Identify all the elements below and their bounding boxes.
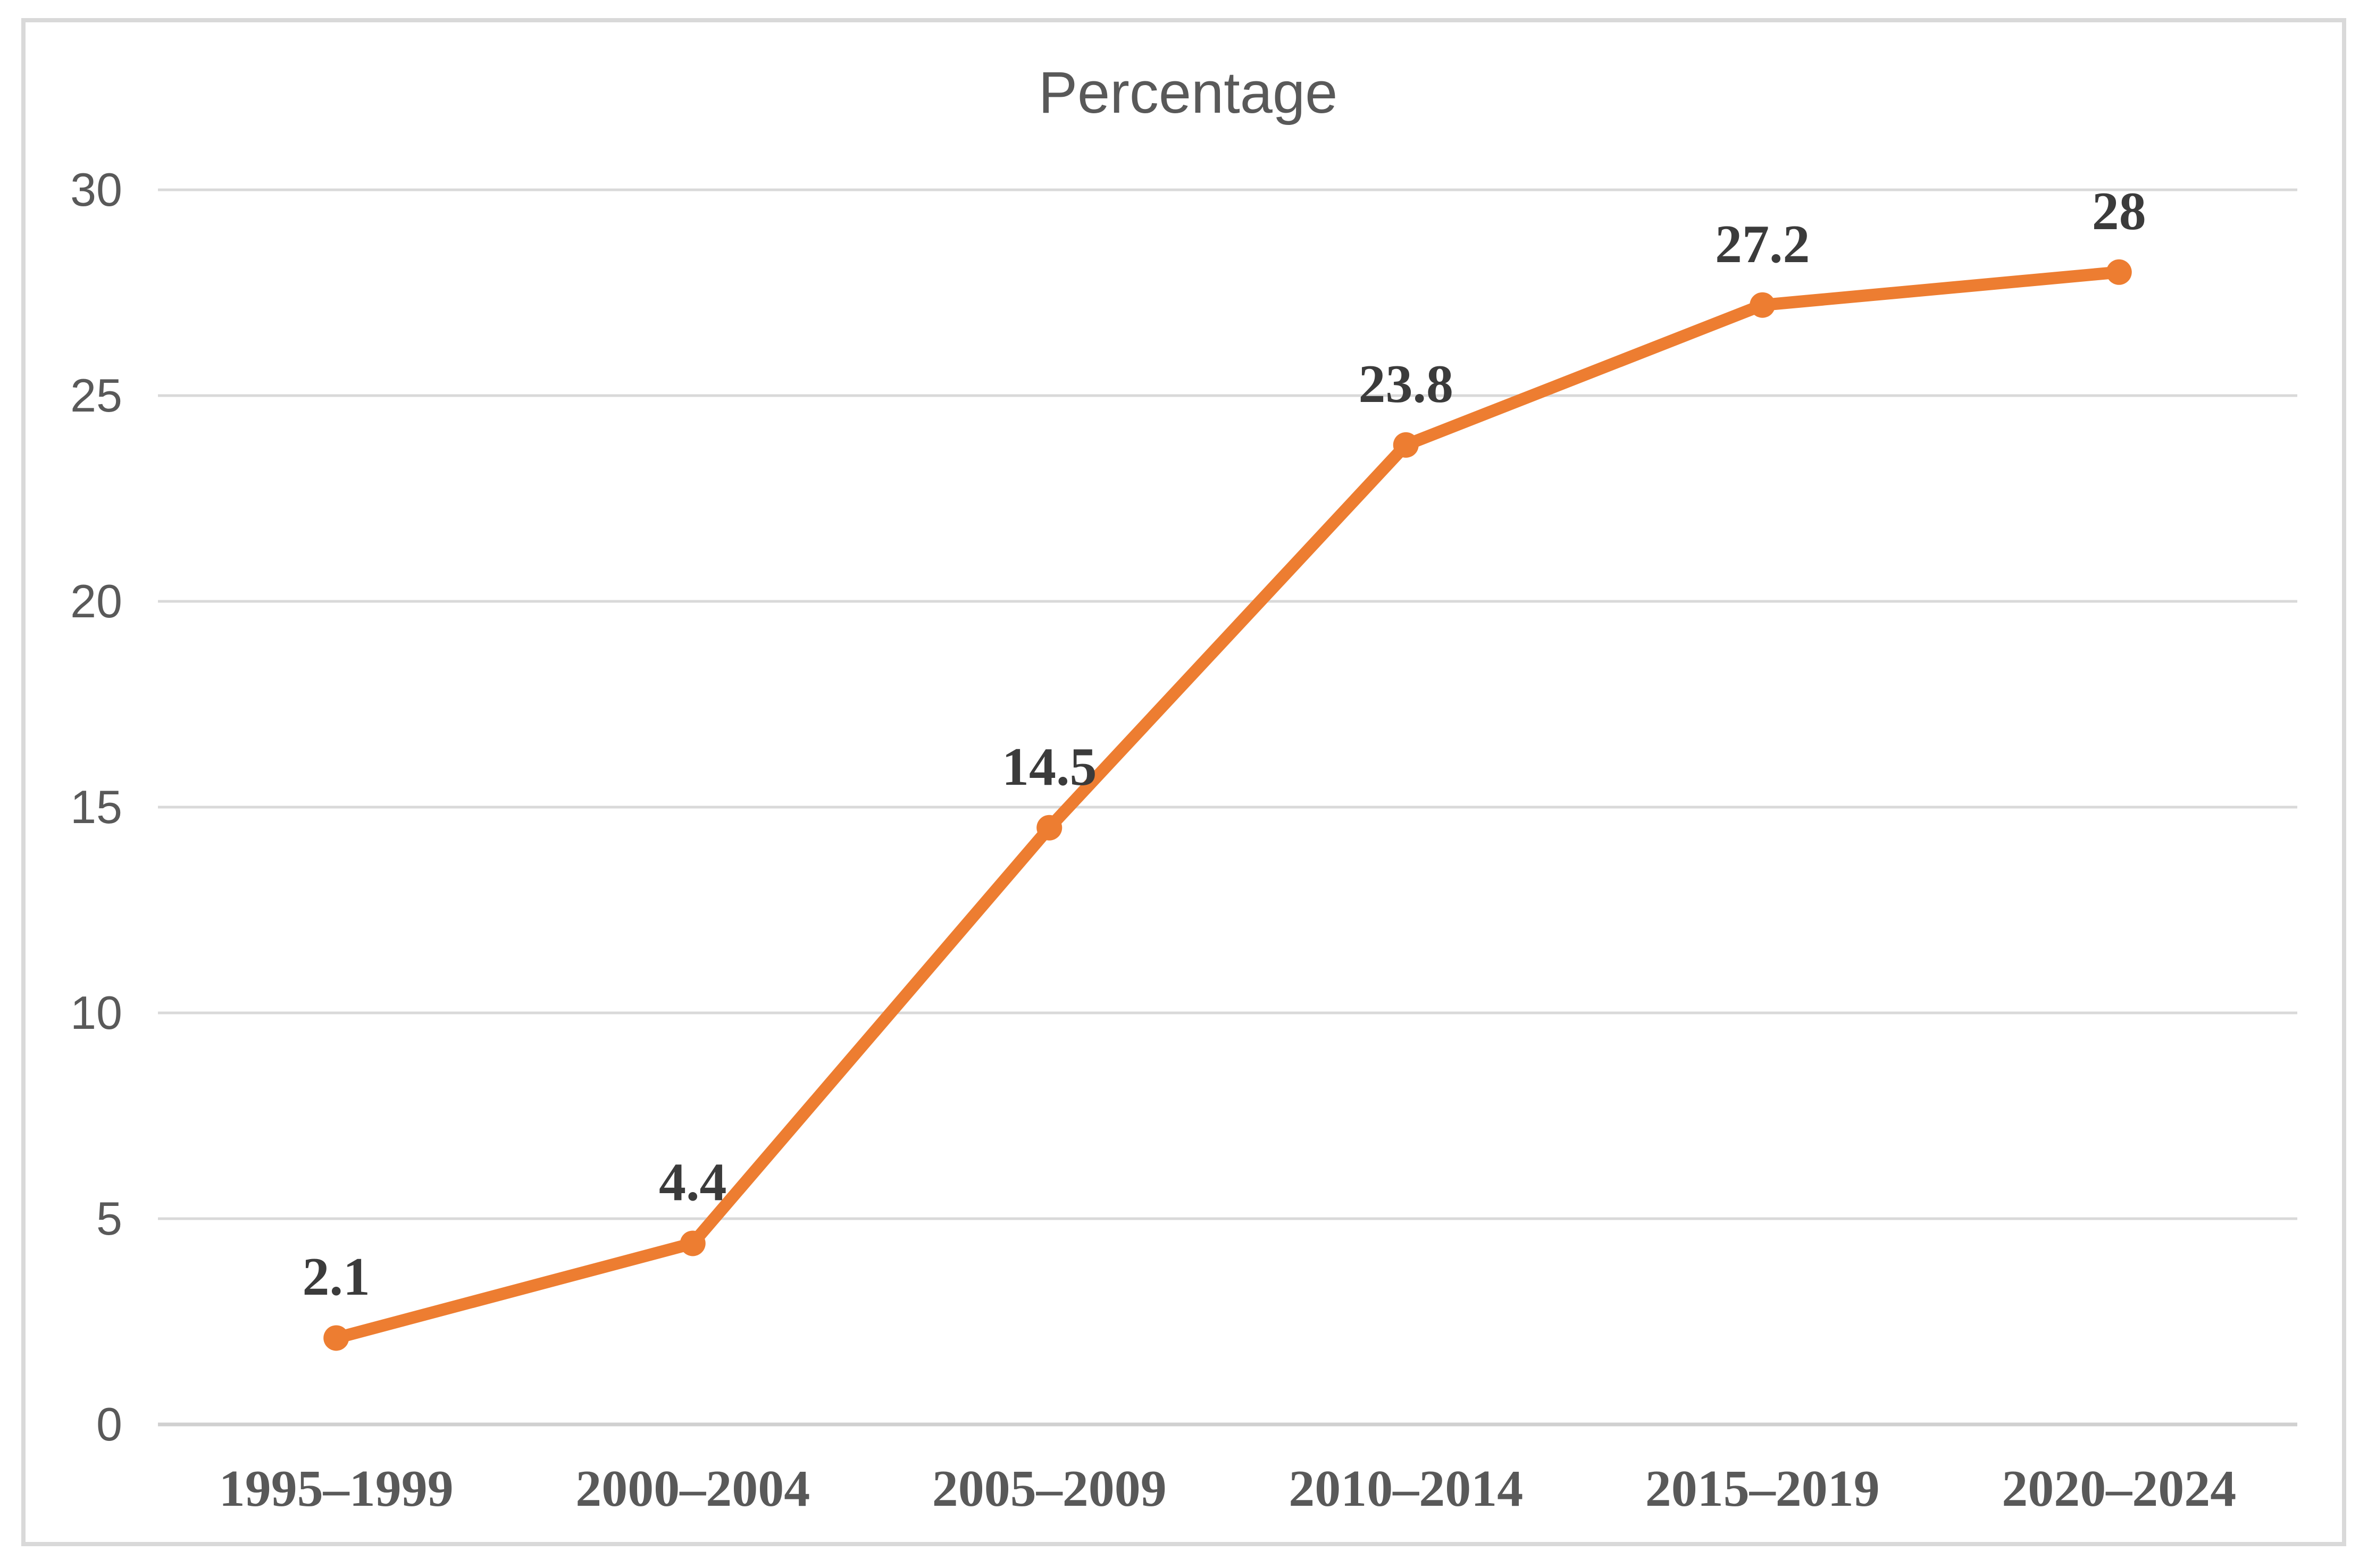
x-axis-category-label: 2010–2014 (1289, 1460, 1524, 1517)
chart-border-frame (21, 18, 2346, 1546)
data-point-label: 4.4 (659, 1152, 727, 1213)
data-point-label: 23.8 (1358, 354, 1454, 414)
data-point-label: 2.1 (302, 1247, 371, 1307)
data-point-marker (323, 1325, 349, 1351)
data-point-marker (1036, 815, 1062, 841)
data-point-label: 14.5 (1002, 736, 1097, 797)
x-axis-category-label: 2020–2024 (2002, 1460, 2237, 1517)
y-axis-tick-label: 0 (96, 1398, 122, 1450)
series-line (330, 266, 2126, 1344)
data-point-label: 28 (2091, 181, 2146, 241)
y-axis-tick-label: 15 (70, 781, 122, 833)
y-axis-tick-label: 30 (70, 163, 122, 216)
data-point-marker (1750, 292, 1776, 318)
x-axis-category-label: 1995–1999 (219, 1460, 454, 1517)
x-axis-category-label: 2005–2009 (932, 1460, 1167, 1517)
x-axis-category-label: 2015–2019 (1645, 1460, 1880, 1517)
y-axis-tick-label: 25 (70, 369, 122, 422)
y-axis-tick-label: 5 (96, 1192, 122, 1245)
y-axis-tick-label: 10 (70, 986, 122, 1039)
data-point-marker (1393, 432, 1419, 458)
data-point-label: 27.2 (1715, 214, 1810, 274)
data-point-marker (2106, 259, 2132, 285)
x-axis-category-label: 2000–2004 (575, 1460, 810, 1517)
chart-title: Percentage (1038, 60, 1338, 125)
data-point-marker (680, 1230, 706, 1256)
y-axis-tick-label: 20 (70, 575, 122, 627)
